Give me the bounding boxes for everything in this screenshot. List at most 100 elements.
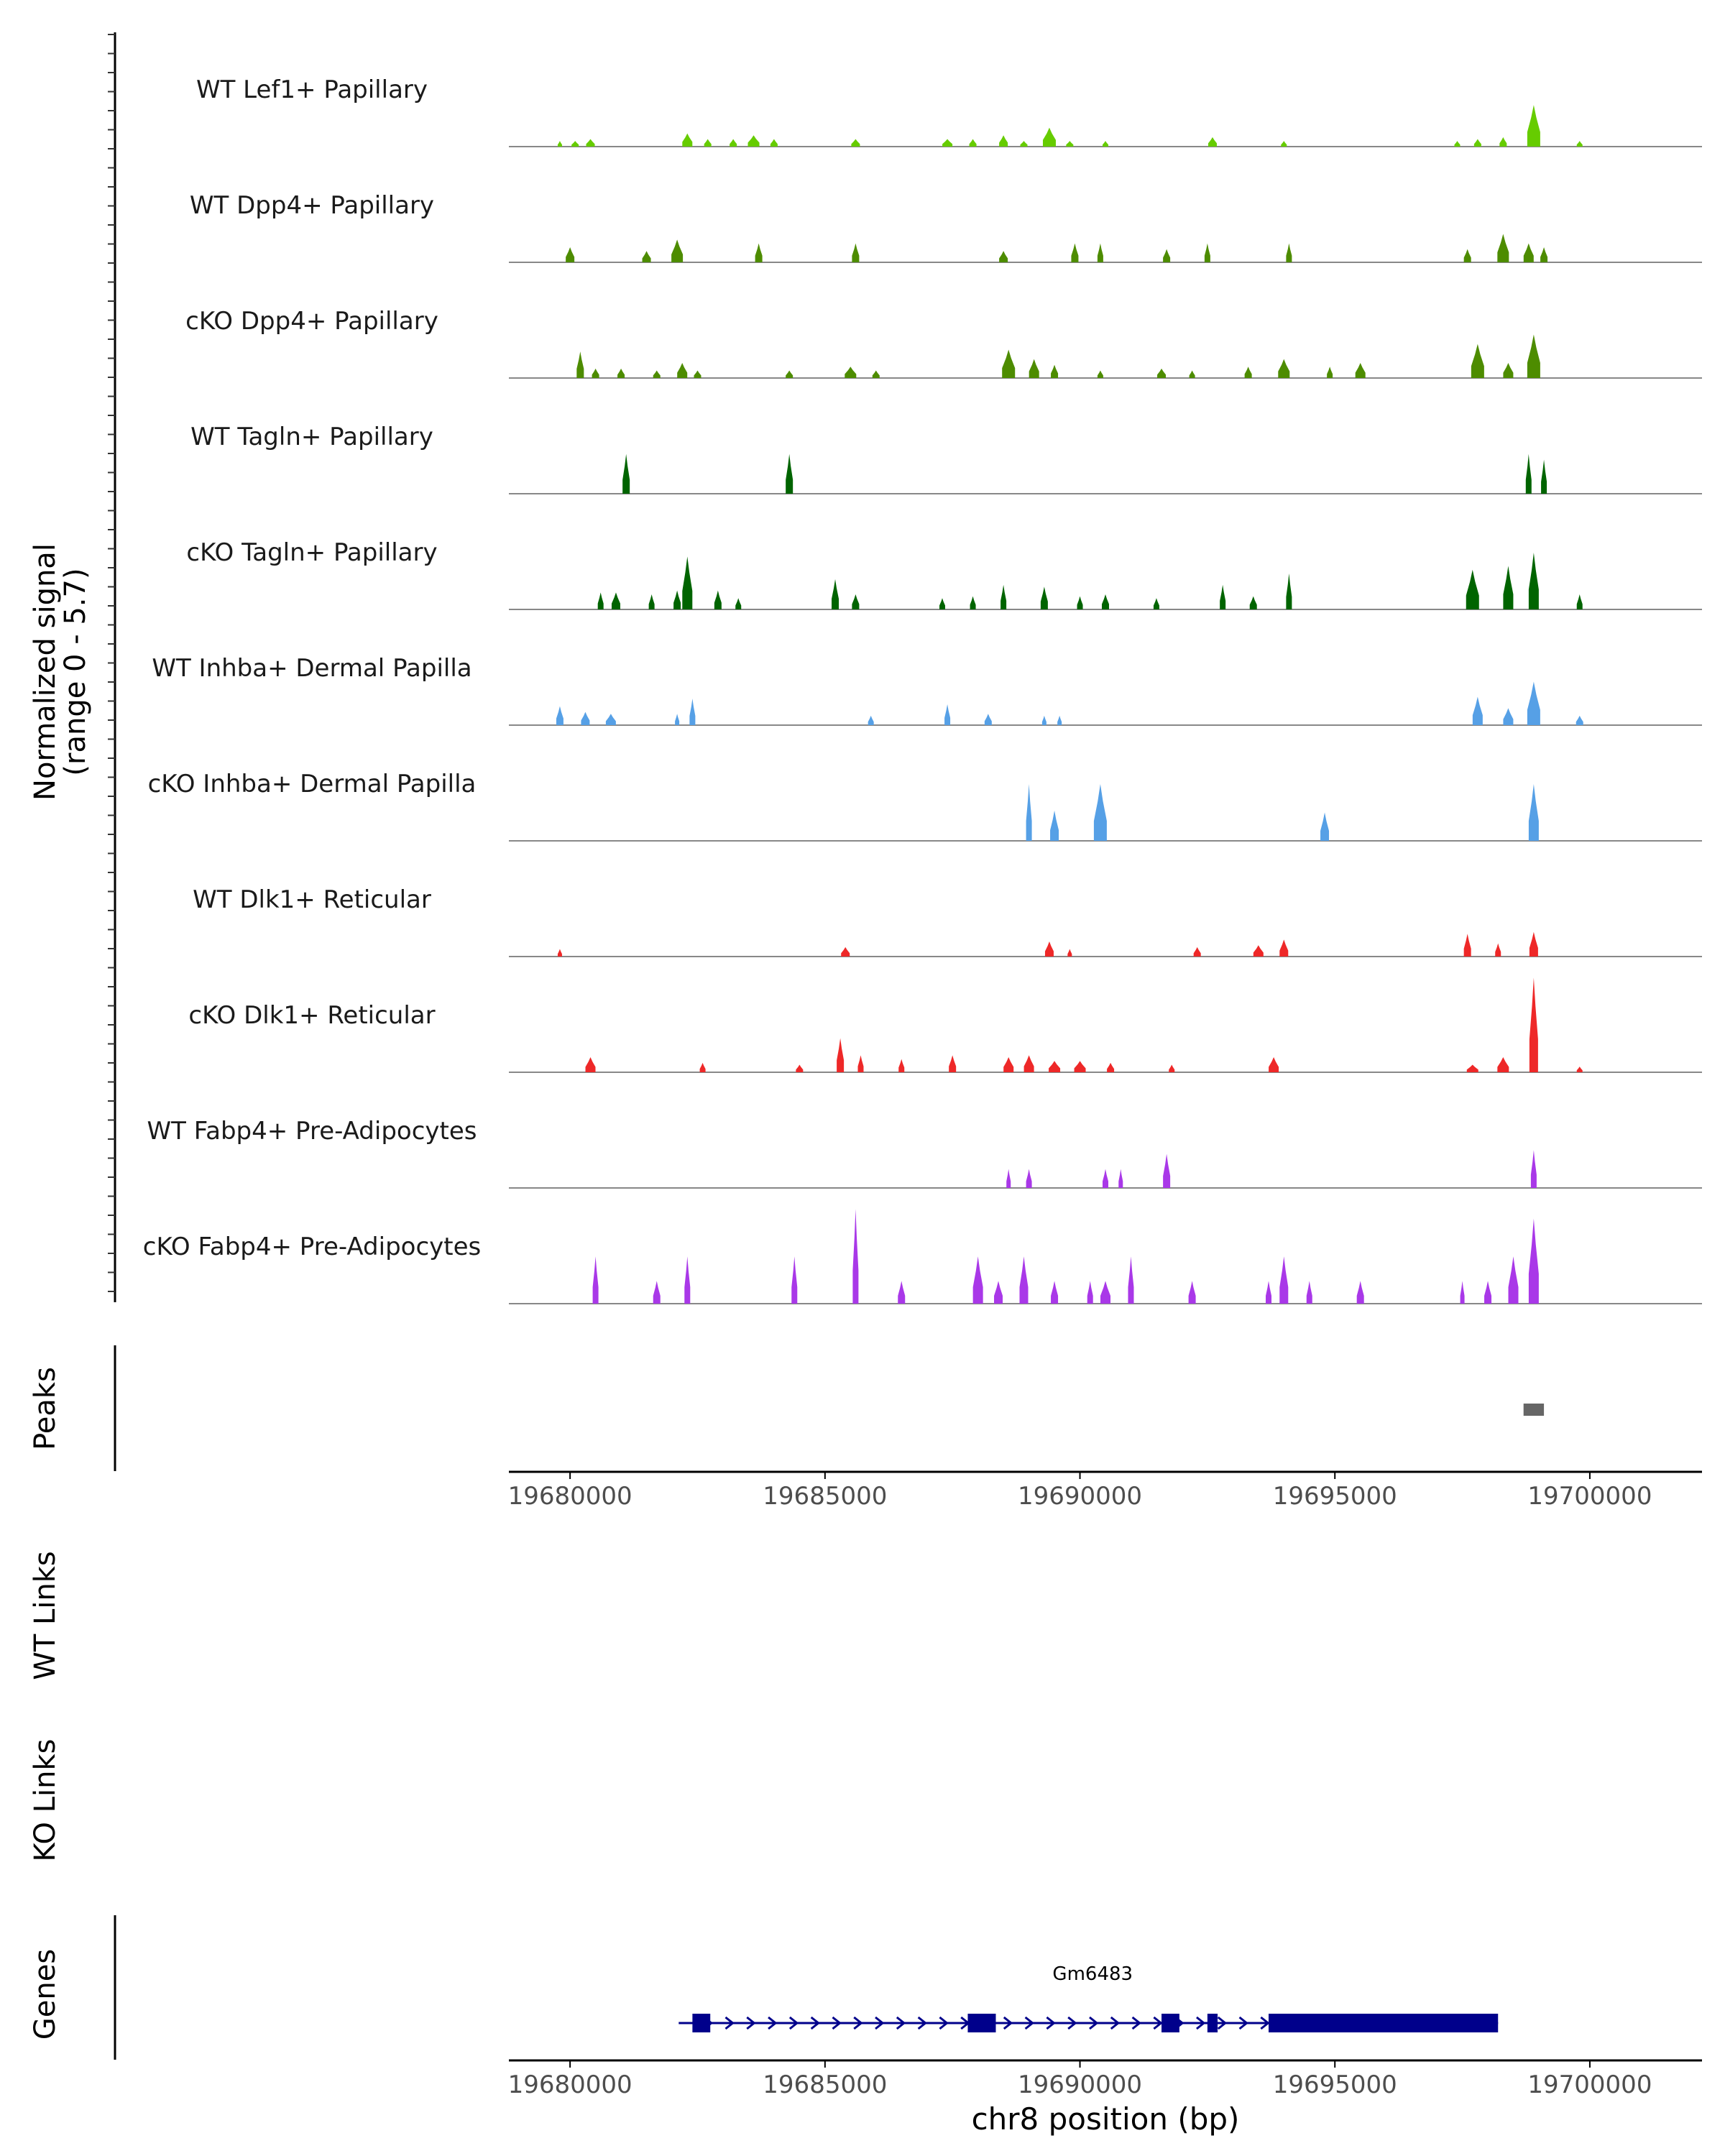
coverage-peak bbox=[868, 715, 874, 725]
track-label: WT Inhba+ Dermal Papilla bbox=[152, 654, 472, 683]
coverage-peak bbox=[999, 251, 1008, 262]
coverage-peak bbox=[1525, 453, 1532, 494]
coverage-peak bbox=[845, 367, 857, 378]
coverage-peak bbox=[1253, 945, 1264, 957]
coverage-peak bbox=[1463, 249, 1471, 262]
strand-arrow bbox=[810, 2016, 821, 2030]
track-label: WT Dpp4+ Papillary bbox=[190, 191, 434, 220]
coverage-peak bbox=[1049, 1061, 1061, 1072]
strand-arrow bbox=[1153, 2016, 1163, 2030]
coverage-peak bbox=[653, 1281, 661, 1304]
x-tick-label: 19700000 bbox=[1527, 2070, 1652, 2099]
coverage-peak bbox=[1529, 931, 1538, 957]
coverage-peak bbox=[791, 1256, 798, 1304]
coverage-peak bbox=[1576, 141, 1583, 147]
coverage-peak bbox=[1193, 946, 1201, 957]
coverage-peak bbox=[1041, 715, 1046, 725]
coverage-track: cKO Inhba+ Dermal Papilla bbox=[148, 770, 1702, 842]
coverage-peak bbox=[1103, 1169, 1108, 1188]
coverage-peak bbox=[605, 714, 616, 725]
coverage-peak bbox=[1495, 943, 1501, 957]
strand-arrow bbox=[788, 2016, 799, 2030]
coverage-peak bbox=[1306, 1281, 1312, 1304]
coverage-peak bbox=[566, 247, 575, 262]
coverage-peak bbox=[699, 1062, 706, 1072]
coverage-peak bbox=[1044, 941, 1054, 957]
coverage-peak bbox=[682, 556, 693, 609]
coverage-peak bbox=[556, 706, 564, 725]
coverage-peak bbox=[1576, 715, 1583, 725]
coverage-peak bbox=[1472, 696, 1483, 725]
coverage-peak bbox=[942, 139, 953, 147]
coverage-peak bbox=[1527, 681, 1540, 725]
strand-arrow bbox=[1196, 2016, 1206, 2030]
coverage-peak bbox=[671, 239, 684, 262]
coverage-peak bbox=[557, 949, 562, 957]
coverage-peak bbox=[673, 590, 681, 609]
gene-exon bbox=[1162, 2014, 1179, 2032]
coverage-peak bbox=[1286, 573, 1292, 609]
ko-links-label: KO Links bbox=[29, 1739, 62, 1862]
peaks-label: Peaks bbox=[29, 1367, 62, 1450]
coverage-track: WT Dlk1+ Reticular bbox=[193, 885, 1702, 957]
coverage-peak bbox=[592, 368, 599, 378]
coverage-peak bbox=[675, 714, 680, 725]
strand-arrow bbox=[875, 2016, 885, 2030]
strand-arrow bbox=[1003, 2016, 1013, 2030]
coverage-peak bbox=[1000, 584, 1007, 609]
coverage-peak bbox=[694, 370, 702, 378]
coverage-peak bbox=[1499, 137, 1507, 147]
coverage-peak bbox=[944, 704, 951, 725]
coverage-y-axis: Normalized signal (range 0 - 5.7) bbox=[29, 32, 116, 1302]
coverage-peak bbox=[1026, 1169, 1032, 1188]
coverage-peak bbox=[898, 1059, 905, 1072]
coverage-track: WT Dpp4+ Papillary bbox=[190, 191, 1702, 263]
track-label: cKO Dpp4+ Papillary bbox=[185, 307, 438, 336]
coverage-peak bbox=[1057, 715, 1062, 725]
coverage-peak bbox=[1281, 141, 1287, 147]
coverage-peak bbox=[972, 1256, 983, 1304]
coverage-peak bbox=[1355, 362, 1366, 378]
coverage-peak bbox=[1540, 247, 1548, 262]
coverage-peak bbox=[1204, 243, 1210, 262]
coverage-peak bbox=[1077, 596, 1083, 609]
track-label: WT Fabp4+ Pre-Adipocytes bbox=[147, 1117, 477, 1146]
track-label: WT Tagln+ Papillary bbox=[190, 423, 433, 451]
coverage-peak bbox=[1051, 364, 1059, 378]
coverage-peak bbox=[735, 598, 742, 609]
coverage-peak bbox=[1460, 1281, 1465, 1304]
gene-exon bbox=[1207, 2014, 1218, 2032]
coverage-peak bbox=[755, 243, 763, 262]
coverage-peak bbox=[648, 594, 655, 609]
coverage-track: cKO Tagln+ Papillary bbox=[186, 538, 1702, 610]
coverage-peak bbox=[1102, 594, 1109, 609]
gene-exon bbox=[692, 2014, 711, 2032]
coverage-track: cKO Dlk1+ Reticular bbox=[188, 977, 1702, 1073]
coverage-peak bbox=[1163, 249, 1171, 262]
strand-arrow bbox=[724, 2016, 735, 2030]
coverage-peak bbox=[1153, 598, 1159, 609]
peak-regions bbox=[1523, 1404, 1545, 1416]
coverage-peak bbox=[1026, 784, 1032, 841]
coverage-peak bbox=[796, 1064, 804, 1072]
x-tick-label: 19685000 bbox=[763, 1482, 887, 1511]
coverage-peak bbox=[1244, 367, 1252, 378]
coverage-peak bbox=[770, 139, 778, 147]
coverage-peak bbox=[832, 579, 840, 609]
coverage-ylabel-line2: (range 0 - 5.7) bbox=[59, 568, 92, 775]
coverage-peak bbox=[786, 370, 794, 378]
coverage-track: WT Tagln+ Papillary bbox=[190, 423, 1702, 494]
strand-arrow bbox=[896, 2016, 906, 2030]
coverage-y-ticks bbox=[108, 34, 115, 1292]
coverage-peak bbox=[592, 1256, 599, 1304]
coverage-peak bbox=[1189, 370, 1195, 378]
strand-arrow bbox=[939, 2016, 949, 2030]
coverage-peak bbox=[1279, 1256, 1289, 1304]
coverage-peak bbox=[1188, 1281, 1196, 1304]
strand-arrow bbox=[1089, 2016, 1099, 2030]
coverage-peak bbox=[1266, 1281, 1272, 1304]
coverage-peak bbox=[1093, 784, 1107, 841]
coverage-peak bbox=[1320, 812, 1330, 841]
coverage-peak bbox=[704, 139, 712, 147]
coverage-peak bbox=[1208, 137, 1217, 147]
